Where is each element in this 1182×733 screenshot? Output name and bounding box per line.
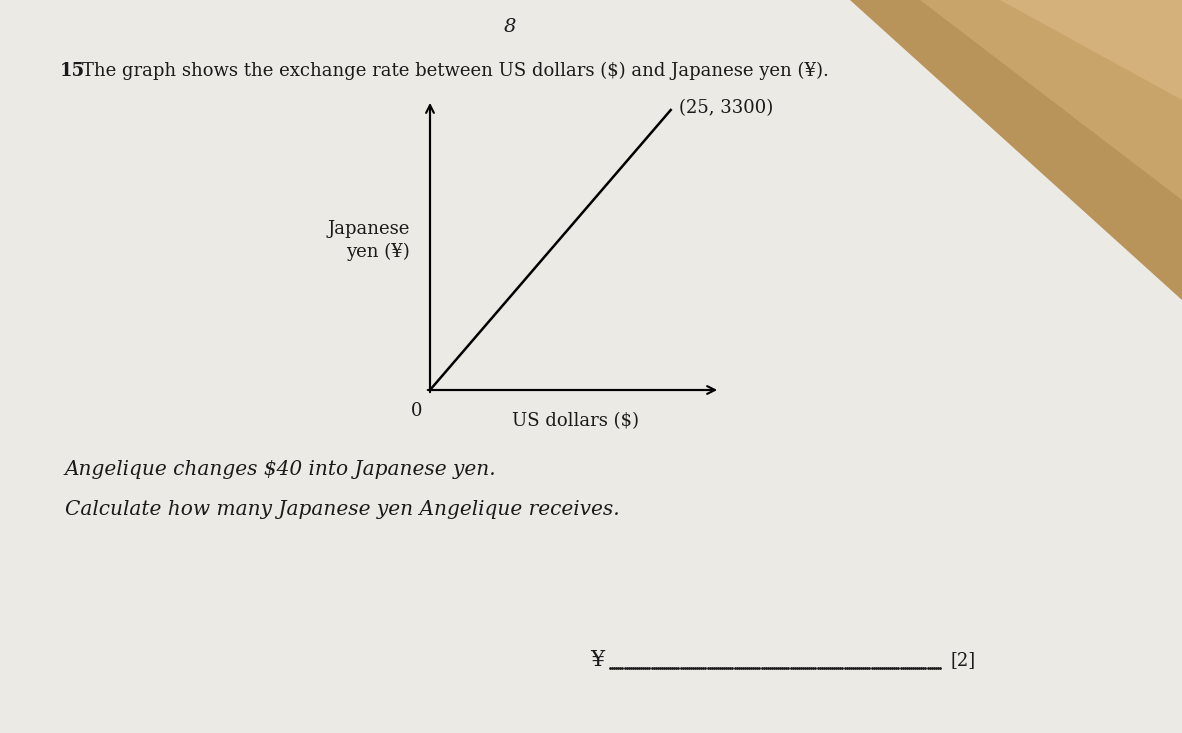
Text: [2]: [2]: [950, 651, 975, 669]
Text: 15: 15: [60, 62, 85, 80]
Text: Angelique changes $40 into Japanese yen.: Angelique changes $40 into Japanese yen.: [65, 460, 496, 479]
Text: (25, 3300): (25, 3300): [678, 99, 773, 117]
Text: US dollars ($): US dollars ($): [512, 412, 638, 430]
Text: yen (¥): yen (¥): [346, 243, 410, 261]
Polygon shape: [920, 0, 1182, 200]
Text: 0: 0: [410, 402, 422, 420]
Polygon shape: [1000, 0, 1182, 100]
Text: ¥: ¥: [590, 649, 604, 671]
Polygon shape: [850, 0, 1182, 300]
Text: Calculate how many Japanese yen Angelique receives.: Calculate how many Japanese yen Angeliqu…: [65, 500, 619, 519]
Text: The graph shows the exchange rate between US dollars ($) and Japanese yen (¥).: The graph shows the exchange rate betwee…: [82, 62, 829, 80]
Text: 8: 8: [504, 18, 517, 36]
Text: Japanese: Japanese: [327, 220, 410, 238]
